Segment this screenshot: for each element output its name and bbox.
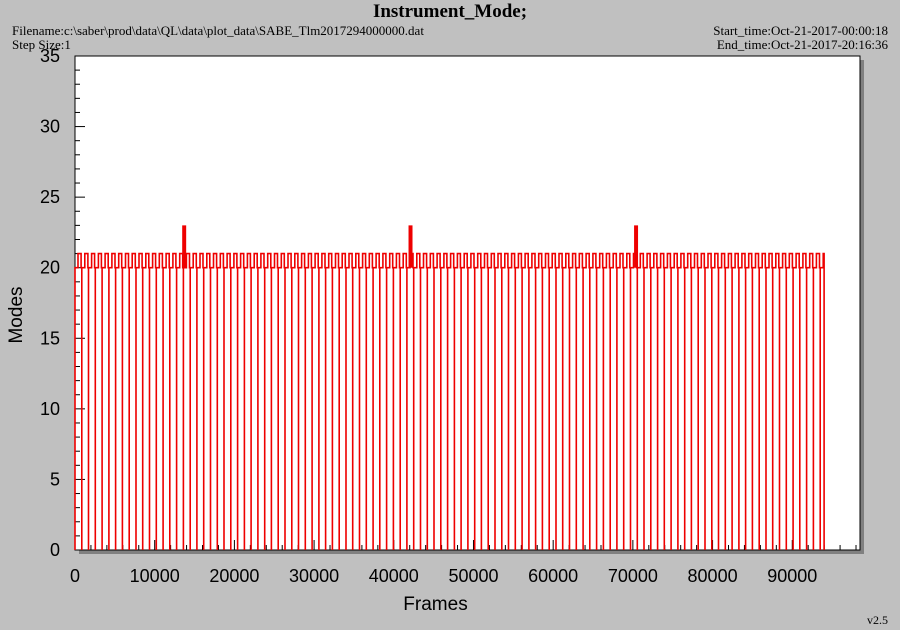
y-tick-label: 25 (40, 187, 60, 207)
mode-spike (408, 225, 413, 268)
y-tick-label: 15 (40, 328, 60, 348)
x-tick-label: 40000 (369, 566, 419, 586)
x-tick-label: 10000 (130, 566, 180, 586)
y-tick-label: 35 (40, 46, 60, 66)
step-size-label: Step Size:1 (12, 37, 71, 52)
x-tick-label: 80000 (688, 566, 738, 586)
filename-label: Filename:c:\saber\prod\data\QL\data\plot… (12, 23, 424, 38)
x-tick-label: 70000 (608, 566, 658, 586)
x-tick-label: 0 (70, 566, 80, 586)
end-time-label: End_time:Oct-21-2017-20:16:36 (716, 37, 888, 52)
y-tick-label: 10 (40, 399, 60, 419)
y-tick-label: 5 (50, 469, 60, 489)
y-tick-label: 20 (40, 258, 60, 278)
x-tick-label: 50000 (448, 566, 498, 586)
x-tick-label: 30000 (289, 566, 339, 586)
start-time-label: Start_time:Oct-21-2017-00:00:18 (713, 23, 888, 38)
x-tick-label: 20000 (209, 566, 259, 586)
mode-spike (634, 225, 639, 268)
x-tick-label: 60000 (528, 566, 578, 586)
chart-title: Instrument_Mode; (372, 1, 528, 22)
x-tick-label: 90000 (767, 566, 817, 586)
mode-spike (182, 225, 187, 268)
y-tick-label: 0 (50, 540, 60, 560)
version-label: v2.5 (867, 613, 888, 627)
y-tick-label: 30 (40, 117, 60, 137)
y-axis-title: Modes (6, 286, 27, 343)
x-axis-title: Frames (403, 594, 467, 615)
